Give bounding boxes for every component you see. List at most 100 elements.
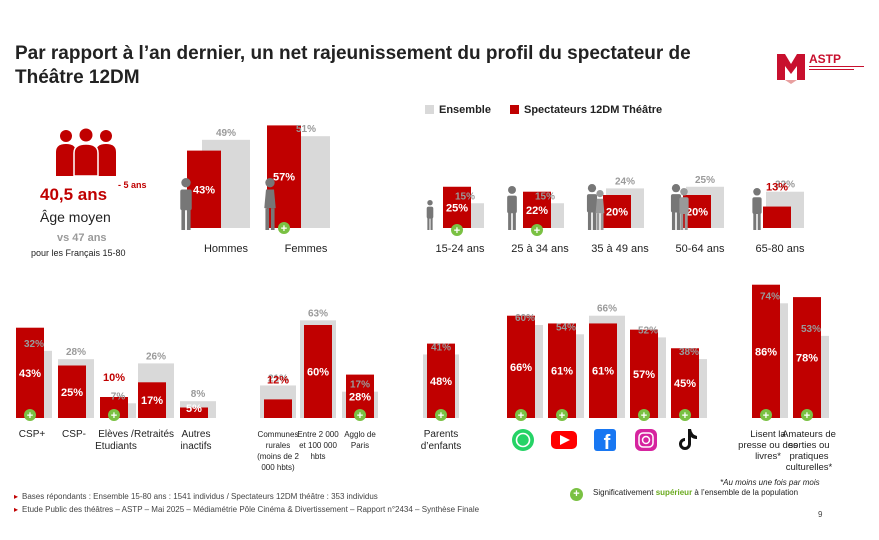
average-age-label: Âge moyen [40,209,111,225]
person-head [753,188,761,196]
person-leg [427,217,430,230]
person-leg [270,208,275,230]
bar-spectateurs [58,365,86,418]
age-comparison: vs 47 ans [57,232,107,244]
spectateurs-value-label: 57% [273,172,295,184]
significance-plus-sign: + [682,410,688,422]
ensemble-value-label: 28% [66,347,86,358]
person-leg [680,212,684,230]
middle-aged-partner-icon [679,188,689,230]
person-leg [671,210,676,230]
spectateurs-value-label: 78% [796,353,818,365]
category-label: 35 à 49 ans [591,243,649,255]
category-label: Entre 2 000 et 100 000 hbts [297,430,339,461]
ensemble-value-label: 54% [556,322,576,333]
category-label: Parents d’enfants [421,429,462,452]
spectateurs-value-label: 28% [349,391,371,403]
ensemble-value-label: 21% [268,373,288,384]
ensemble-value-label: 51% [296,124,316,135]
category-label: Retraités [134,429,174,440]
person-head [680,188,688,196]
people-group-icon [56,128,116,176]
significance-plus-icon [278,222,290,234]
person-leg [596,213,600,230]
person-body [426,206,434,219]
person-body [180,189,192,211]
person-body [264,189,276,209]
person-head [427,200,433,206]
category-label: Autres inactifs [180,429,211,452]
significance-plus-sign: + [763,410,769,422]
person-leg [512,211,516,230]
significance-plus-icon [435,409,447,421]
whatsapp-icon-ring [515,432,531,448]
bar-spectateurs [264,399,292,418]
significance-plus-icon [801,409,813,421]
instagram-frame [638,432,654,448]
person-leg [757,212,761,230]
asterisk-note: *Au moins une fois par mois [720,478,820,487]
bar-spectateurs [793,297,821,418]
significance-plus-sign: + [27,410,33,422]
spectateurs-value-label: 86% [755,346,777,358]
bar-spectateurs [603,195,631,228]
spectateurs-value-label: 45% [674,378,696,390]
person-leg [684,212,688,230]
spectateurs-value-label: 25% [446,202,468,214]
spectateurs-value-label: 25% [61,387,83,399]
ensemble-value-label: 53% [801,324,821,335]
bar-spectateurs [752,284,780,418]
person-head [181,178,191,188]
instagram-lens [641,435,651,445]
ensemble-value-label: 38% [679,347,699,358]
youtube-play-icon [560,435,570,445]
child-icon [426,200,434,230]
bar-spectateurs [671,348,699,418]
spectateurs-value-label: 13% [766,182,788,194]
spectateurs-value-label: 20% [686,207,708,219]
person-body [586,194,598,213]
significance-plus-sign: + [454,225,460,237]
senior-icon [752,188,762,230]
spectateurs-value-label: 17% [141,395,163,407]
significance-plus-icon [515,409,527,421]
person-leg [430,217,433,230]
ensemble-value-label: 32% [24,339,44,350]
significance-plus-sign: + [641,410,647,422]
spectateurs-value-label: 57% [633,369,655,381]
spectateurs-value-label: 43% [19,368,41,380]
bar-spectateurs [100,397,128,418]
ensemble-value-label: 52% [638,325,658,336]
whatsapp-icon [512,429,534,451]
bar-spectateurs [507,315,535,418]
category-label: Femmes [285,243,328,255]
person-leg [186,208,191,230]
significance-plus-icon [24,409,36,421]
ensemble-value-label: 7% [111,391,126,402]
age-delta: - 5 ans [118,180,147,190]
ensemble-value-label: 15% [535,191,555,202]
page-number: 9 [818,510,823,519]
spectateurs-value-label: 66% [510,362,532,374]
bar-spectateurs [427,343,455,418]
person-head [265,178,275,188]
person-head [508,186,516,194]
person-leg [587,210,592,230]
significance-plus-sign: + [534,225,540,237]
spectateurs-value-label: 60% [307,367,329,379]
ensemble-value-label: 63% [308,308,328,319]
person-body [595,198,605,214]
significance-plus-sign: + [559,410,565,422]
person-head [587,184,597,193]
significance-note: Significativement supérieur à l’ensemble… [593,488,799,497]
category-label: CSP+ [19,429,46,440]
significance-plus-sign: + [357,410,363,422]
astp-logo-icon [777,54,805,84]
legend-spectateurs: Spectateurs 12DM Théâtre [510,104,662,116]
person-leg [753,212,757,230]
category-label: 65-80 ans [756,243,805,255]
bar-spectateurs [180,407,208,418]
ensemble-value-label: 60% [515,313,535,324]
spectateurs-value-label: 48% [430,376,452,388]
person-leg [592,210,597,230]
